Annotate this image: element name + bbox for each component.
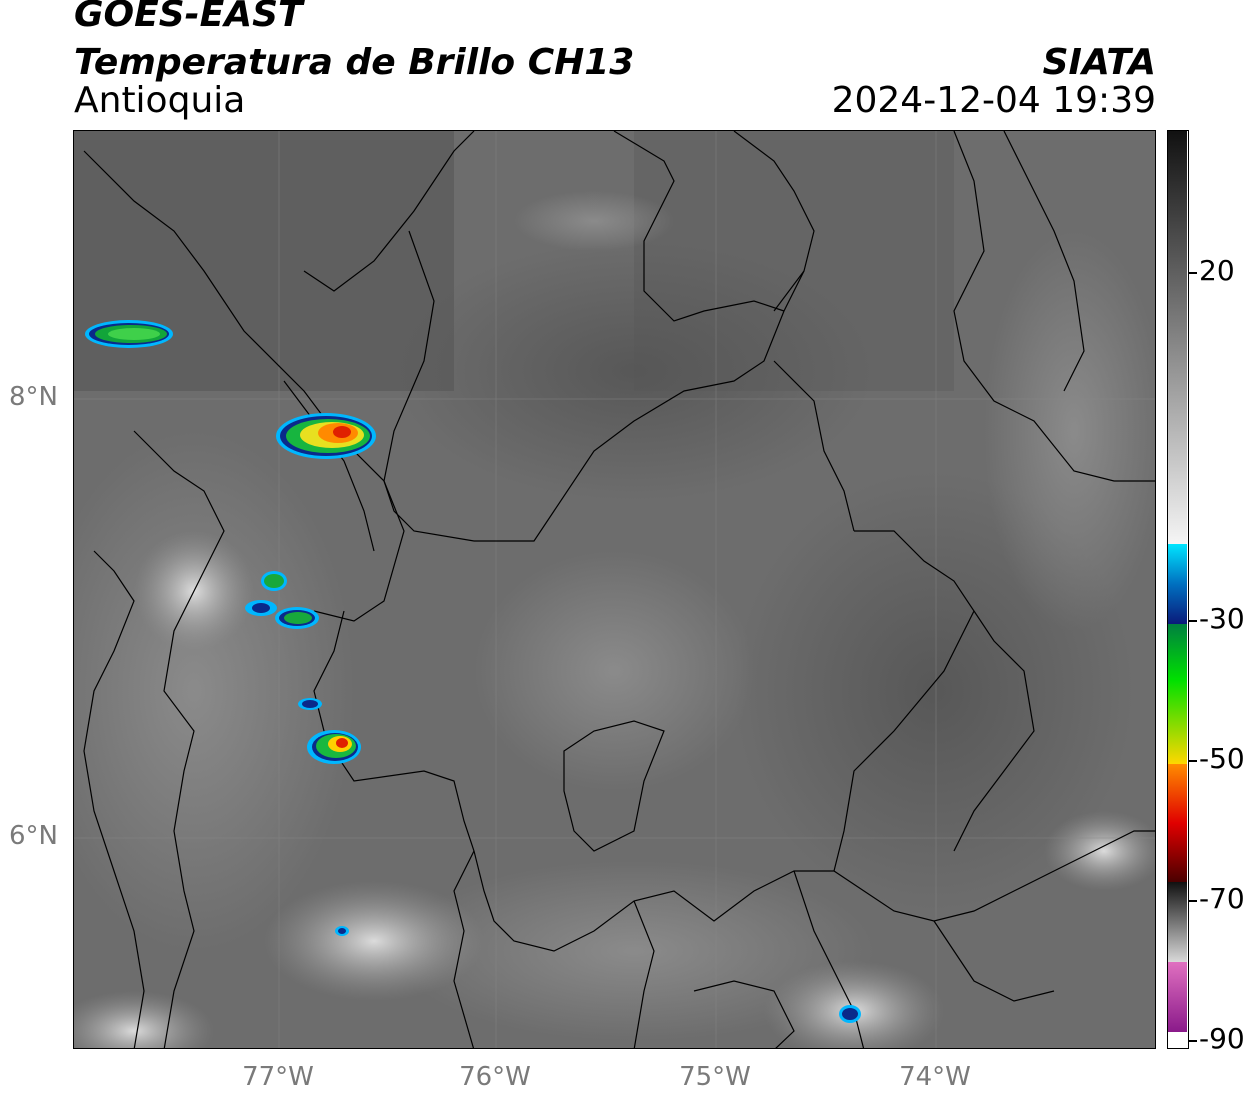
northwest-cell: [85, 320, 173, 348]
datetime-label: 2024-12-04 19:39: [831, 80, 1156, 121]
colorbar-tick-mark: [1189, 900, 1197, 902]
lon-tick-77w: 77°W: [242, 1062, 314, 1092]
graticule: [74, 131, 1155, 1048]
organization-title: SIATA: [1042, 42, 1156, 83]
cloud-field: [74, 131, 1155, 1048]
small-cell-southeast: [839, 1005, 861, 1023]
satellite-map[interactable]: [73, 130, 1156, 1049]
lat-tick-6n: 6°N: [9, 821, 58, 851]
western-cells: [245, 571, 322, 710]
colorbar-tick-minus90: -90: [1199, 1022, 1245, 1055]
region-title: Antioquia: [74, 80, 246, 121]
colorbar-tick-mark: [1189, 620, 1197, 622]
colorbar-tick-minus70: -70: [1199, 882, 1245, 915]
satellite-title: GOES-EAST: [74, 0, 303, 35]
colorbar-tick-mark: [1189, 272, 1197, 274]
lon-tick-75w: 75°W: [679, 1062, 751, 1092]
lon-tick-74w: 74°W: [899, 1062, 971, 1092]
colorbar: [1167, 130, 1189, 1049]
colorbar-tick-minus50: -50: [1199, 742, 1245, 775]
colorbar-tick-mark: [1189, 1040, 1197, 1042]
colorbar-tick-mark: [1189, 760, 1197, 762]
colorbar-tick-minus30: -30: [1199, 602, 1245, 635]
colorbar-tick-20: 20: [1199, 254, 1235, 287]
boundaries: [83, 131, 1155, 1048]
lon-tick-76w: 76°W: [459, 1062, 531, 1092]
lat-tick-8n: 8°N: [9, 382, 58, 412]
southwest-cell: [307, 730, 361, 764]
cold-cloud-cores: [85, 320, 861, 1023]
gulf-cell: [276, 413, 376, 459]
small-cell-south: [335, 926, 349, 936]
product-title: Temperatura de Brillo CH13: [74, 42, 635, 83]
